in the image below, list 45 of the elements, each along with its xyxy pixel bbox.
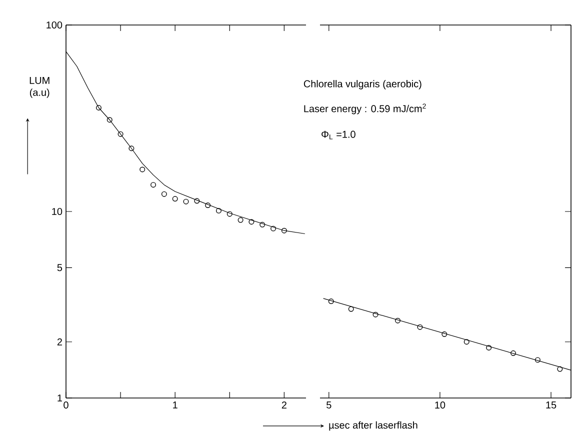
annotation: Laser energy : 0.59 mJ/cm$^{2}$ [304,104,426,114]
point [417,324,423,330]
point [270,226,276,232]
point [194,198,200,204]
point [372,312,378,318]
y-tick-label: 1 [58,394,62,402]
point [442,331,448,337]
point [395,318,400,324]
point [328,298,334,304]
annotation: Φ$_{L}$ =1.0 [322,130,356,140]
point [534,357,540,363]
point [557,366,563,372]
point [161,191,167,197]
point [205,202,211,208]
point [140,166,146,172]
point [238,217,244,223]
point [510,350,516,356]
point [348,306,354,312]
point [96,105,102,110]
point [464,339,470,345]
x-tick-label: 2 [282,402,286,408]
x-tick-label: 5 [326,402,332,408]
y-axis-title: LUM (a.u) [30,77,50,98]
point [150,182,156,188]
point [128,146,134,152]
point [248,219,254,225]
y-tick-label: 2 [57,338,62,346]
y-tick-label: 10 [52,208,62,216]
point [172,196,178,202]
y-tick-label: 5 [57,264,62,272]
point [226,211,232,217]
x-tick-label: 0 [64,402,68,409]
x-axis-title: µsec after laserflash [329,421,418,431]
point [486,345,492,350]
point [106,117,112,123]
point [216,208,222,214]
y-tick-label: 100 [46,21,62,29]
point [260,222,266,228]
x-tick-label: 15 [546,402,556,408]
x-tick-label: 10 [435,402,446,409]
point [281,228,287,234]
point [118,131,124,137]
annotation: Chlorella vulgaris (aerobic) [304,80,422,90]
x-tick-label: 1 [173,402,178,408]
point [183,198,189,204]
